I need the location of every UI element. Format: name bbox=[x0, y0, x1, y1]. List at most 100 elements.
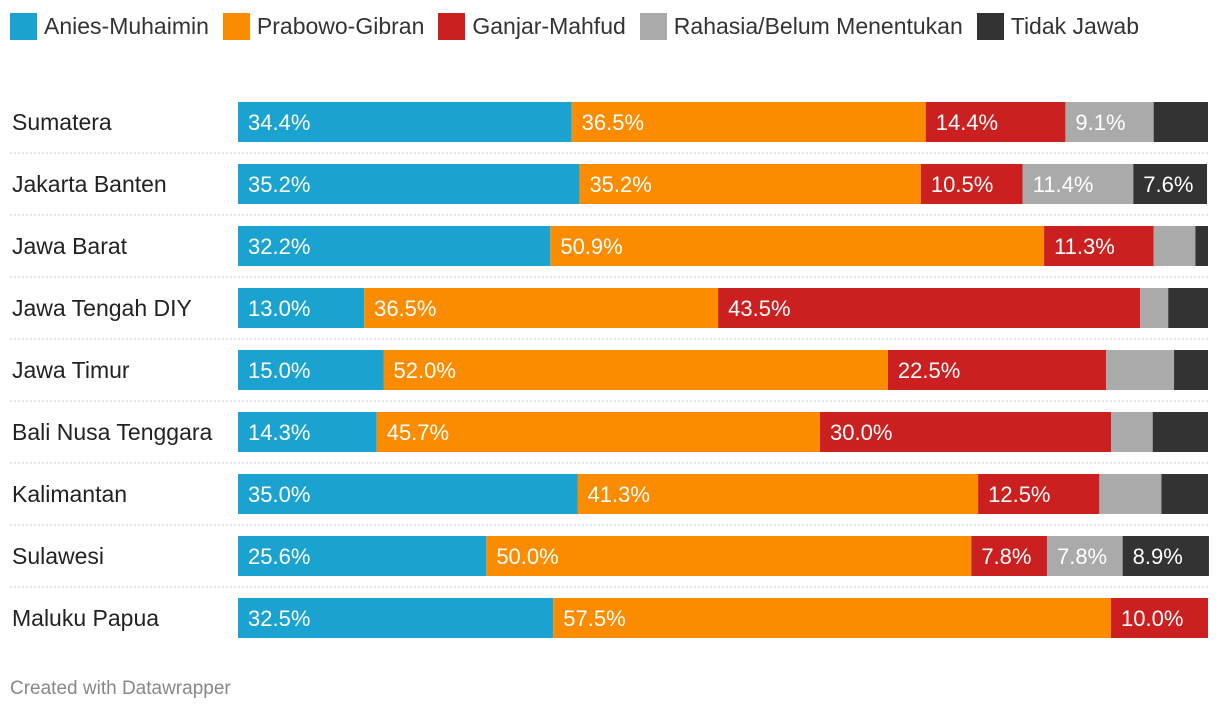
legend-swatch bbox=[639, 13, 667, 40]
legend-swatch bbox=[438, 13, 466, 40]
data-label: 36.5% bbox=[582, 110, 644, 135]
legend-swatch bbox=[222, 13, 250, 40]
data-label: 10.5% bbox=[931, 172, 993, 197]
bar-segment bbox=[238, 226, 551, 266]
legend-item-rahasia: Rahasia/Belum Menentukan bbox=[639, 8, 963, 44]
data-label: 7.8% bbox=[981, 544, 1031, 569]
data-label: 25.6% bbox=[248, 544, 310, 569]
legend-swatch bbox=[10, 13, 37, 40]
data-label: 32.2% bbox=[248, 234, 310, 259]
legend-item-anies-muhaimin: Anies-Muhaimin bbox=[10, 8, 209, 44]
data-label: 36.5% bbox=[374, 296, 436, 321]
legend-label: Ganjar-Mahfud bbox=[472, 13, 626, 39]
data-label: 14.3% bbox=[248, 420, 310, 445]
data-label: 50.0% bbox=[496, 544, 558, 569]
stacked-bar-chart: Sumatera 34.4% 36.5% 14.4% 9.1% Jakarta Bante… bbox=[10, 102, 1209, 638]
credit-text: Created with Datawrapper bbox=[10, 678, 231, 699]
bar-segment bbox=[238, 288, 365, 328]
data-label: 8.9% bbox=[1133, 544, 1183, 569]
bar-segment bbox=[238, 102, 572, 142]
legend-label: Prabowo-Gibran bbox=[256, 13, 425, 39]
bar-segment bbox=[550, 226, 1045, 266]
bar-segment bbox=[920, 164, 1023, 204]
data-label: 50.9% bbox=[560, 234, 622, 259]
data-label: 41.3% bbox=[588, 482, 650, 507]
bar-segment bbox=[1022, 164, 1134, 204]
data-label: 15.0% bbox=[248, 358, 310, 383]
data-label: 57.5% bbox=[563, 606, 625, 631]
data-label: 7.6% bbox=[1143, 172, 1193, 197]
bar-segment bbox=[238, 474, 578, 514]
bar-segment bbox=[238, 350, 384, 390]
bar-segment bbox=[1174, 350, 1208, 390]
bar-segment bbox=[577, 474, 979, 514]
data-label: 22.5% bbox=[898, 358, 960, 383]
row-label: Sumatera bbox=[12, 109, 112, 135]
legend: Anies-Muhaimin Prabowo-Gibran Ganjar-Mahfu… bbox=[10, 8, 1210, 44]
bar-segment bbox=[1046, 536, 1123, 576]
bar-segment bbox=[718, 288, 1141, 328]
bar-segment bbox=[925, 102, 1066, 142]
legend-label: Tidak Jawab bbox=[1010, 13, 1140, 39]
row-label: Bali Nusa Tenggara bbox=[12, 419, 213, 445]
data-label: 13.0% bbox=[248, 296, 310, 321]
data-label: 35.0% bbox=[248, 482, 310, 507]
bar-segment bbox=[820, 412, 1111, 452]
bar-segment bbox=[1161, 474, 1208, 514]
bar-segment bbox=[579, 164, 921, 204]
data-label: 35.2% bbox=[248, 172, 310, 197]
bar-segment bbox=[1152, 412, 1208, 452]
legend-label: Anies-Muhaimin bbox=[44, 13, 209, 39]
bar-segment bbox=[1106, 350, 1175, 390]
row-label: Sulawesi bbox=[12, 543, 104, 569]
bar-segment bbox=[978, 474, 1100, 514]
bar-segment bbox=[238, 412, 377, 452]
bar-segment bbox=[1111, 598, 1208, 638]
row-label: Jawa Tengah DIY bbox=[12, 295, 192, 321]
legend-item-prabowo-gibran: Prabowo-Gibran bbox=[222, 8, 425, 44]
bar-segment bbox=[238, 598, 554, 638]
bar-segment bbox=[376, 412, 820, 452]
row-label: Jakarta Banten bbox=[12, 171, 167, 197]
data-label: 32.5% bbox=[248, 606, 310, 631]
data-label: 14.4% bbox=[936, 110, 998, 135]
bar-segment bbox=[1195, 226, 1208, 266]
bar-segment bbox=[1099, 474, 1162, 514]
row-label: Kalimantan bbox=[12, 481, 127, 507]
data-label: 45.7% bbox=[387, 420, 449, 445]
bar-segment bbox=[1140, 288, 1169, 328]
row-label: Jawa Barat bbox=[12, 233, 128, 259]
legend-item-tidak-jawab: Tidak Jawab bbox=[976, 8, 1140, 44]
data-label: 9.1% bbox=[1075, 110, 1125, 135]
bar-segment bbox=[238, 536, 487, 576]
bar-segment bbox=[1168, 288, 1208, 328]
data-label: 52.0% bbox=[394, 358, 456, 383]
bar-segment bbox=[1122, 536, 1209, 576]
data-label: 43.5% bbox=[728, 296, 790, 321]
row-label: Jawa Timur bbox=[12, 357, 130, 383]
data-label: 12.5% bbox=[988, 482, 1050, 507]
bar-segment bbox=[1111, 412, 1153, 452]
bar-segment bbox=[1065, 102, 1154, 142]
bar-segment bbox=[238, 164, 580, 204]
data-label: 34.4% bbox=[248, 110, 310, 135]
legend-swatch bbox=[976, 13, 1004, 40]
bar-segment bbox=[1153, 102, 1208, 142]
bar-segment bbox=[1044, 226, 1154, 266]
bar-segment bbox=[1153, 226, 1196, 266]
bar-segment bbox=[971, 536, 1047, 576]
row-label: Maluku Papua bbox=[12, 605, 159, 631]
legend-label: Rahasia/Belum Menentukan bbox=[673, 13, 963, 39]
bar-segment bbox=[887, 350, 1107, 390]
data-label: 11.4% bbox=[1033, 172, 1094, 197]
bar-segment bbox=[486, 536, 972, 576]
data-label: 30.0% bbox=[830, 420, 892, 445]
data-label: 35.2% bbox=[589, 172, 651, 197]
bar-segment bbox=[383, 350, 888, 390]
bar-segment bbox=[571, 102, 926, 142]
data-label: 7.8% bbox=[1057, 544, 1107, 569]
legend-item-ganjar-mahfud: Ganjar-Mahfud bbox=[438, 8, 626, 44]
data-label: 11.3% bbox=[1054, 234, 1115, 259]
bar-segment bbox=[1133, 164, 1208, 204]
bar-segment bbox=[553, 598, 1111, 638]
